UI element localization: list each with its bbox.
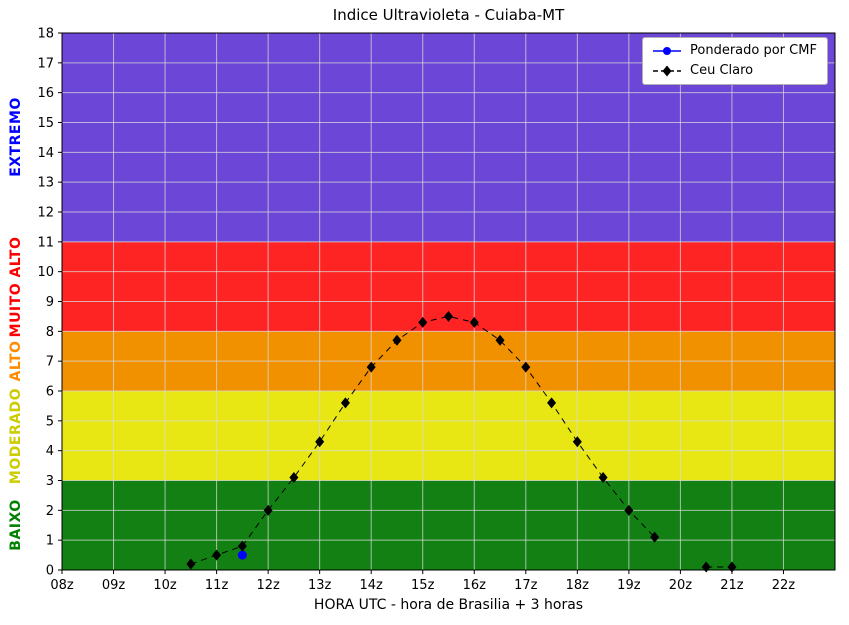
x-tick-label: 21z bbox=[720, 578, 744, 593]
data-point-ceu-claro bbox=[727, 561, 737, 573]
uv-band-moderado bbox=[62, 391, 835, 481]
data-point-ceu-claro bbox=[315, 436, 325, 448]
data-point-ceu-claro bbox=[289, 472, 299, 484]
y-tick-label: 8 bbox=[46, 325, 54, 340]
legend-item-ponderado-cmf: Ponderado por CMF bbox=[652, 44, 818, 58]
x-tick-label: 20z bbox=[669, 578, 693, 593]
y-tick-label: 18 bbox=[37, 27, 54, 42]
legend-label-ceu-claro: Ceu Claro bbox=[690, 63, 754, 78]
band-label-muito-alto: MUITO ALTO bbox=[8, 236, 24, 337]
y-tick-label: 4 bbox=[46, 444, 54, 459]
data-point-ceu-claro bbox=[547, 397, 557, 409]
x-tick-label: 17z bbox=[514, 578, 538, 593]
y-tick-label: 0 bbox=[46, 564, 54, 579]
y-tick-label: 11 bbox=[37, 235, 54, 250]
x-tick-label: 14z bbox=[360, 578, 384, 593]
data-point-ceu-claro bbox=[186, 558, 196, 570]
data-point-ceu-claro bbox=[650, 531, 660, 543]
data-point-ceu-claro bbox=[495, 334, 505, 346]
y-tick-label: 5 bbox=[46, 414, 54, 429]
data-point-ceu-claro bbox=[521, 361, 531, 373]
legend: Ponderado por CMF Ceu Claro bbox=[642, 37, 828, 85]
data-point-ceu-claro bbox=[392, 334, 402, 346]
x-axis-label: HORA UTC - hora de Brasilia + 3 horas bbox=[313, 597, 584, 613]
legend-item-ceu-claro: Ceu Claro bbox=[652, 64, 818, 78]
y-tick-label: 1 bbox=[46, 534, 54, 549]
y-tick-label: 6 bbox=[46, 385, 54, 400]
data-point-ceu-claro bbox=[598, 472, 608, 484]
x-tick-label: 22z bbox=[772, 578, 796, 593]
chart-title: Indice Ultravioleta - Cuiaba-MT bbox=[332, 6, 565, 24]
y-tick-label: 17 bbox=[37, 56, 54, 71]
legend-diamond-icon bbox=[662, 65, 672, 77]
x-tick-label: 16z bbox=[463, 578, 487, 593]
data-point-ceu-claro bbox=[701, 561, 711, 573]
x-tick-label: 09z bbox=[102, 578, 126, 593]
data-point-ceu-claro bbox=[624, 504, 634, 516]
x-tick-label: 10z bbox=[153, 578, 177, 593]
data-point-ponderado-cmf bbox=[237, 550, 247, 560]
y-tick-label: 15 bbox=[37, 116, 54, 131]
y-tick-label: 16 bbox=[37, 86, 54, 101]
legend-label-ponderado-cmf: Ponderado por CMF bbox=[690, 43, 817, 58]
legend-marker-ponderado-cmf bbox=[652, 44, 682, 58]
data-point-ceu-claro bbox=[572, 436, 582, 448]
x-tick-label: 08z bbox=[50, 578, 74, 593]
x-tick-label: 12z bbox=[256, 578, 280, 593]
y-tick-label: 10 bbox=[37, 265, 54, 280]
y-tick-label: 7 bbox=[46, 355, 54, 370]
x-tick-label: 18z bbox=[566, 578, 590, 593]
y-tick-label: 13 bbox=[37, 176, 54, 191]
y-tick-label: 3 bbox=[46, 474, 54, 489]
data-point-ceu-claro bbox=[340, 397, 350, 409]
y-tick-label: 9 bbox=[46, 295, 54, 310]
legend-marker-ceu-claro bbox=[652, 64, 682, 78]
uv-band-baixo bbox=[62, 480, 835, 570]
data-point-ceu-claro bbox=[418, 316, 428, 328]
band-label-baixo: BAIXO bbox=[8, 499, 24, 551]
data-point-ceu-claro bbox=[469, 316, 479, 328]
data-point-ceu-claro bbox=[237, 540, 247, 552]
x-tick-label: 13z bbox=[308, 578, 332, 593]
y-tick-label: 14 bbox=[37, 146, 54, 161]
legend-circle-icon bbox=[663, 47, 671, 55]
band-label-moderado: MODERADO bbox=[8, 387, 24, 484]
legend-sample-svg bbox=[653, 65, 681, 77]
x-tick-label: 11z bbox=[205, 578, 229, 593]
legend-sample-svg bbox=[653, 47, 681, 55]
x-tick-label: 19z bbox=[617, 578, 641, 593]
band-label-alto: ALTO bbox=[8, 340, 24, 382]
y-tick-label: 12 bbox=[37, 206, 54, 221]
data-point-ceu-claro bbox=[366, 361, 376, 373]
data-point-ceu-claro bbox=[263, 504, 273, 516]
y-tick-label: 2 bbox=[46, 504, 54, 519]
data-point-ceu-claro bbox=[212, 549, 222, 561]
data-point-ceu-claro bbox=[444, 310, 453, 322]
band-label-extremo: EXTREMO bbox=[8, 97, 24, 178]
x-tick-label: 15z bbox=[411, 578, 435, 593]
